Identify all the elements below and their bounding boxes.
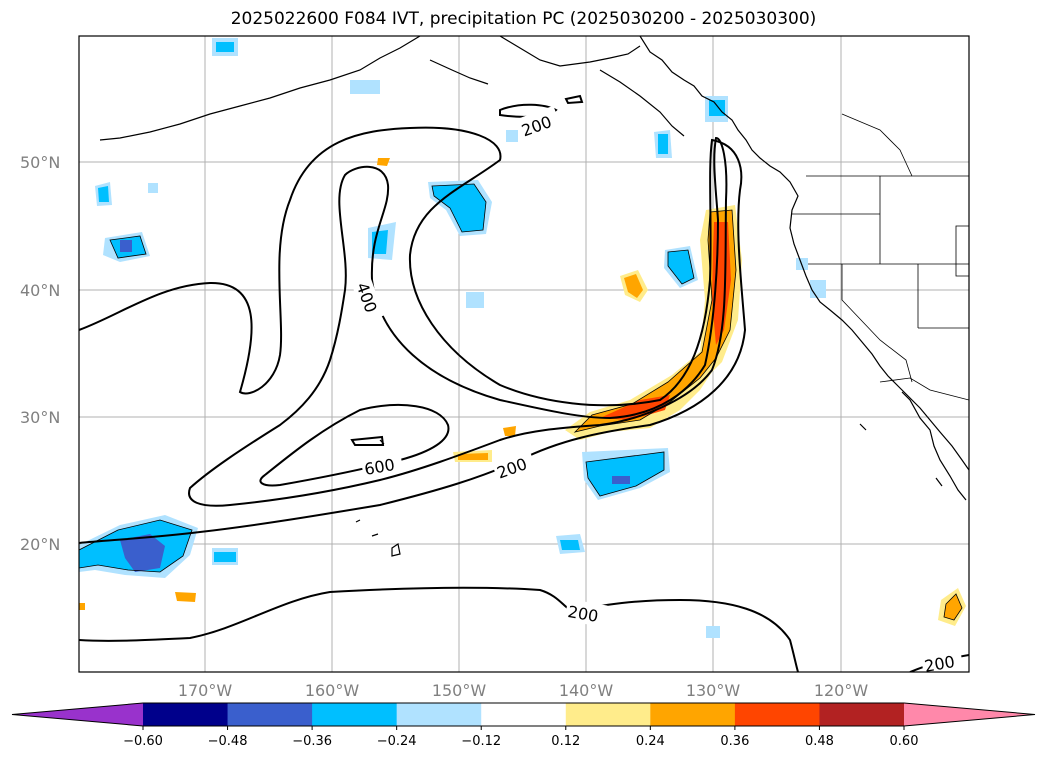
colorbar-segment <box>565 703 651 726</box>
contour-labels: 200 400 600 200 200 200 <box>351 105 964 676</box>
colorbar-tick-label: 0.36 <box>720 734 749 749</box>
colorbar-tick-label: −0.12 <box>461 734 501 749</box>
colorbar-tick-label: 0.60 <box>890 734 919 749</box>
colorbar-tick-label: 0.12 <box>551 734 580 749</box>
colorbar-tick-label: 0.24 <box>636 734 665 749</box>
longitude-labels: 170°W 160°W 150°W 140°W 130°W 120°W <box>178 681 869 700</box>
lon-label-140w: 140°W <box>559 681 614 700</box>
colorbar-segment <box>312 703 398 726</box>
contour-label-600: 600 <box>363 455 396 479</box>
lat-label-40n: 40°N <box>20 281 60 300</box>
positive-anomaly-band <box>565 205 742 440</box>
colorbar-extend-min <box>12 703 143 726</box>
colorbar-segment <box>650 703 736 726</box>
lon-label-120w: 120°W <box>814 681 869 700</box>
lon-label-150w: 150°W <box>432 681 487 700</box>
lon-label-130w: 130°W <box>686 681 741 700</box>
contour-label-200-south: 200 <box>566 602 599 626</box>
colorbar-segment <box>481 703 567 726</box>
map-frame <box>78 35 970 673</box>
ivt-contours <box>79 94 969 672</box>
lat-label-30n: 30°N <box>20 408 60 427</box>
colorbar-segment <box>143 703 229 726</box>
figure-title: 2025022600 F084 IVT, precipitation PC (2… <box>230 9 817 29</box>
colorbar: −0.60 −0.48 −0.36 −0.24 −0.12 0.12 0.24 0.36 0.4… <box>11 702 1036 749</box>
contour-label-200-center: 200 <box>494 454 529 482</box>
lon-label-160w: 160°W <box>305 681 360 700</box>
contour-label-400: 400 <box>352 280 380 315</box>
colorbar-extend-max <box>904 703 1035 726</box>
colorbar-segment <box>734 703 820 726</box>
lat-label-50n: 50°N <box>20 153 60 172</box>
colorbar-segment <box>819 703 905 726</box>
colorbar-segment <box>396 703 482 726</box>
colorbar-tick-label: −0.60 <box>123 734 163 749</box>
colorbar-tick-label: −0.48 <box>208 734 248 749</box>
state-borders <box>792 113 969 401</box>
ivt-600-contour <box>259 404 450 487</box>
precip-contours <box>79 183 963 621</box>
ivt-200-south-contour <box>79 586 799 672</box>
colorbar-tick-label: −0.36 <box>292 734 332 749</box>
colorbar-segment <box>227 703 313 726</box>
colorbar-tick-label: 0.48 <box>805 734 834 749</box>
precipitation-shading <box>79 38 966 638</box>
colorbar-tick-label: −0.24 <box>377 734 417 749</box>
latitude-labels: 20°N 30°N 40°N 50°N <box>20 153 60 554</box>
lat-label-20n: 20°N <box>20 535 60 554</box>
lon-label-170w: 170°W <box>178 681 233 700</box>
